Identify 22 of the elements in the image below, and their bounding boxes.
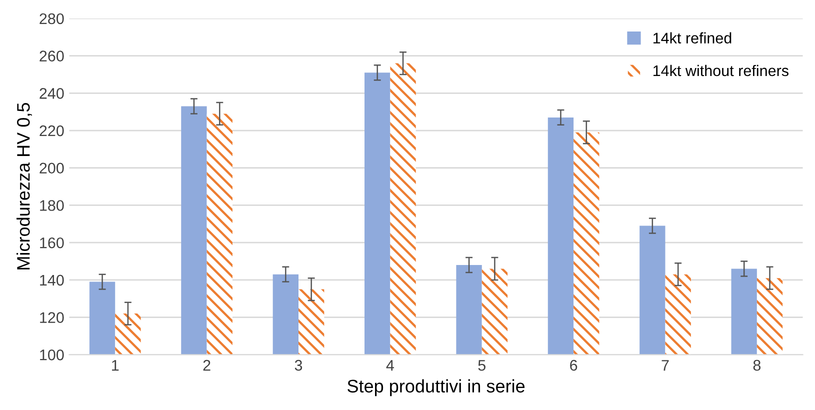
x-axis-title: Step produttivi in serie <box>348 379 525 396</box>
x-tick-label: 2 <box>203 360 210 371</box>
x-tick-label: 1 <box>112 360 119 371</box>
legend-label: 14kt refined <box>653 32 732 44</box>
y-tick-label: 220 <box>40 125 64 136</box>
y-tick-label: 260 <box>40 50 64 62</box>
y-tick-label: 140 <box>40 274 64 286</box>
x-tick-label: 6 <box>570 360 578 371</box>
y-axis-title: Microdurezza HV 0,5 <box>16 103 32 270</box>
x-tick-label: 5 <box>478 360 486 371</box>
y-tick-label: 100 <box>40 350 64 360</box>
y-tick-label: 200 <box>40 162 64 174</box>
y-tick-label: 280 <box>40 13 64 24</box>
x-tick-label: 7 <box>662 360 669 371</box>
x-tick-label: 3 <box>294 360 302 371</box>
y-tick-label: 120 <box>40 312 64 323</box>
x-tick-label: 4 <box>386 360 394 371</box>
legend-label: 14kt without refiners <box>653 64 788 76</box>
x-tick-label: 8 <box>753 360 761 371</box>
y-tick-label: 180 <box>40 200 64 211</box>
y-tick-label: 160 <box>40 237 64 248</box>
y-tick-label: 240 <box>40 88 64 99</box>
